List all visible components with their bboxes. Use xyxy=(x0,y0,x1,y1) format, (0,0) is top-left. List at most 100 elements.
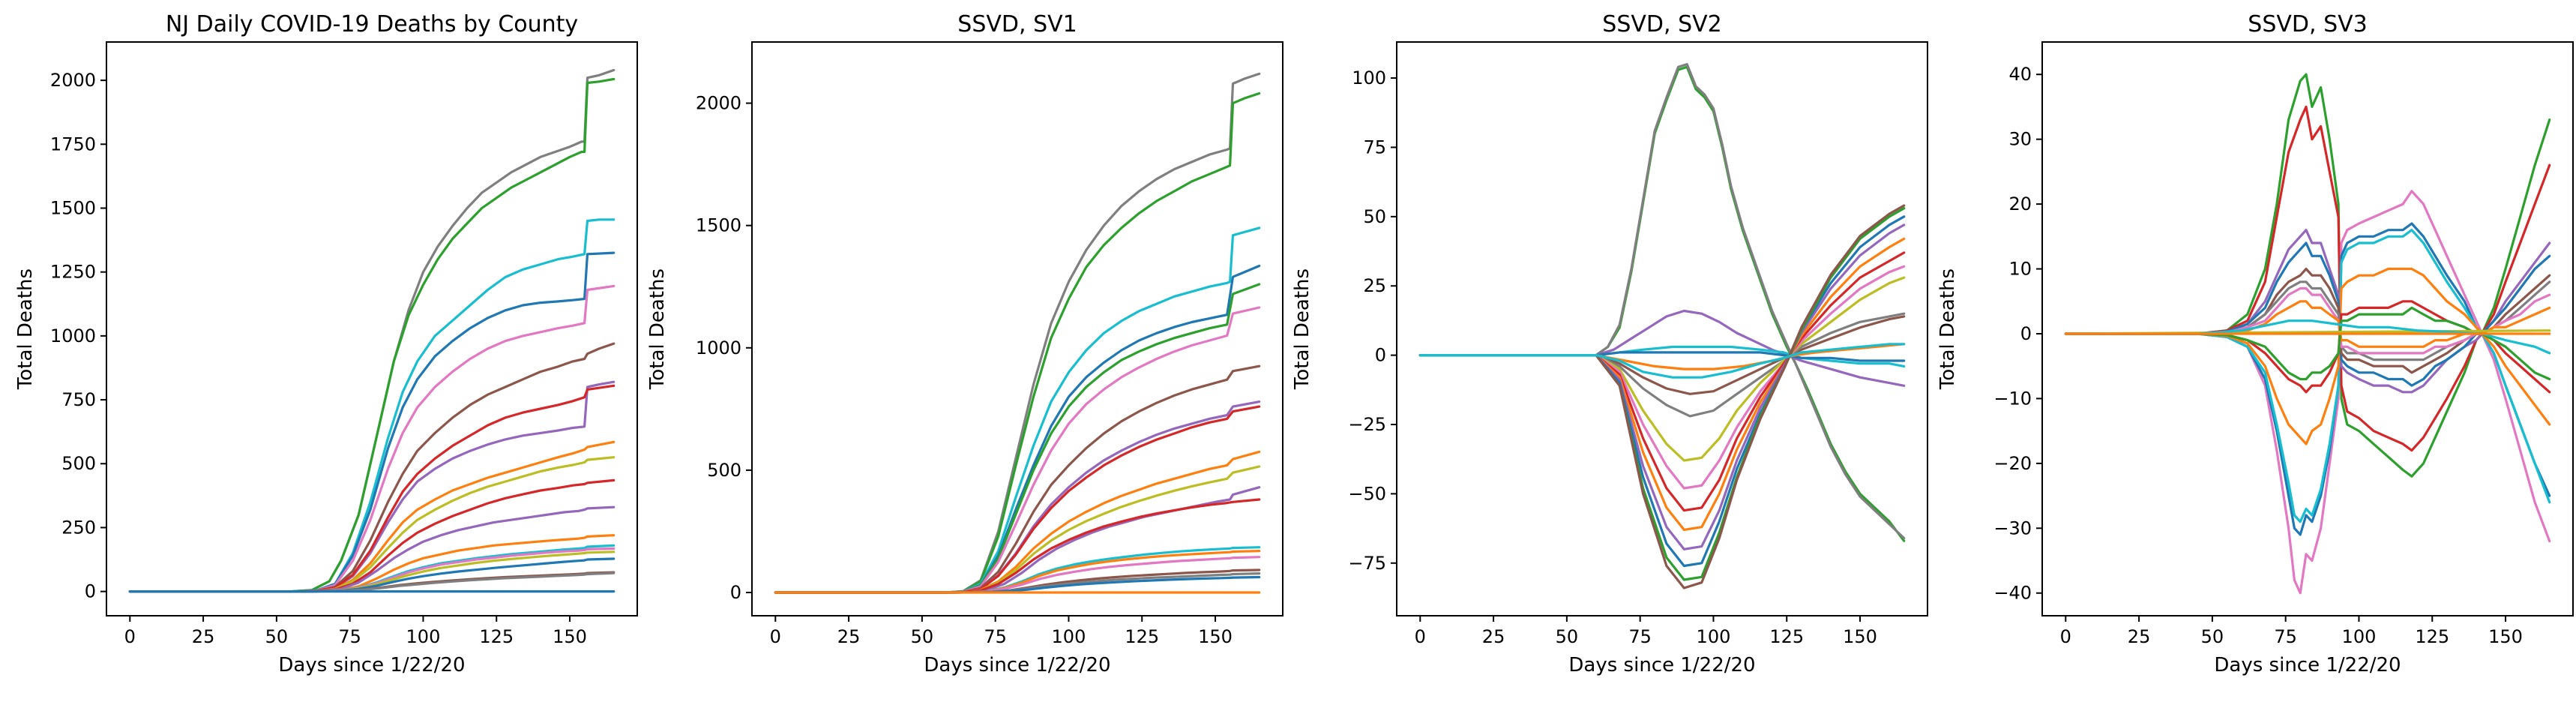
y-tick-label: 1750 xyxy=(50,134,96,154)
series-group xyxy=(774,72,1261,594)
y-tick-label: 1250 xyxy=(50,262,96,283)
x-tick-label: 150 xyxy=(2488,626,2523,647)
x-axis-label: Days since 1/22/20 xyxy=(1568,654,1755,676)
series-line-16 xyxy=(2064,320,2551,355)
x-tick-label: 50 xyxy=(265,626,289,647)
plot-frame xyxy=(106,41,638,616)
x-tick-label: 125 xyxy=(479,626,514,647)
series-line-9 xyxy=(774,405,1261,594)
y-tick-label: 100 xyxy=(1352,68,1386,88)
series-line-7 xyxy=(1418,315,1906,395)
series-line-6 xyxy=(1418,343,1906,370)
series-line-12 xyxy=(128,506,616,593)
x-tick-label: 100 xyxy=(1697,626,1731,647)
y-axis-label: Total Deaths xyxy=(1936,268,1959,390)
series-line-5 xyxy=(774,283,1261,594)
y-tick-label: 750 xyxy=(61,389,96,410)
y-tick-label: 2000 xyxy=(50,70,96,91)
y-tick-label: 250 xyxy=(61,517,96,538)
series-line-6 xyxy=(2064,267,2551,446)
series-line-8 xyxy=(1418,312,1906,418)
y-tick-label: 2000 xyxy=(696,93,741,114)
y-tick-label: 20 xyxy=(2008,194,2032,214)
series-line-2 xyxy=(774,92,1261,594)
y-tick-label: −30 xyxy=(1993,518,2032,538)
y-tick-label: −10 xyxy=(1993,388,2032,409)
series-line-14 xyxy=(1418,215,1906,568)
x-tick-label: 125 xyxy=(2415,626,2449,647)
y-tick-label: 1000 xyxy=(696,338,741,358)
y-tick-label: 500 xyxy=(707,460,741,481)
chart-panel-3: 0 25 50 75 100 125 150 −75 −50 −25 0 25 50 75 100 SSVD,… xyxy=(1291,11,1928,676)
chart-panel-1: 0 25 50 75 100 125 150025050075010001250150017… xyxy=(14,11,638,676)
plot-frame xyxy=(751,41,1284,616)
y-tick-label: −75 xyxy=(1348,553,1386,574)
x-axis-label: Days since 1/22/20 xyxy=(924,654,1110,676)
chart-title: SSVD, SV1 xyxy=(957,11,1077,38)
series-line-1 xyxy=(774,72,1261,594)
x-tick-label: 125 xyxy=(1769,626,1804,647)
series-line-4 xyxy=(128,251,616,593)
series-line-17 xyxy=(1418,343,1906,379)
x-tick-label: 100 xyxy=(406,626,441,647)
series-group xyxy=(128,68,616,593)
y-tick-label: 500 xyxy=(61,453,96,474)
chart-panel-4: 0 25 50 75 100 125 150 −40 −30 −20 −10 0 10 20 30 40 SSV… xyxy=(1936,11,2574,676)
y-axis-label: Total Deaths xyxy=(646,268,669,390)
series-line-11 xyxy=(1418,251,1906,512)
x-tick-label: 75 xyxy=(984,626,1007,647)
series-line-16 xyxy=(1418,204,1906,590)
series-line-9 xyxy=(1418,276,1906,462)
series-line-14 xyxy=(2064,306,2551,381)
x-tick-label: 100 xyxy=(1052,626,1086,647)
y-axis-label: Total Deaths xyxy=(1291,268,1313,390)
x-tick-label: 150 xyxy=(1843,626,1877,647)
series-line-2 xyxy=(2064,105,2551,452)
series-line-7 xyxy=(2064,229,2551,394)
y-tick-label: 1000 xyxy=(50,326,96,346)
x-tick-label: 50 xyxy=(911,626,934,647)
series-line-11 xyxy=(128,478,616,593)
chart-title: SSVD, SV3 xyxy=(2248,11,2367,38)
x-tick-label: 150 xyxy=(1198,626,1233,647)
y-tick-label: 10 xyxy=(2008,259,2032,280)
series-line-2 xyxy=(128,77,616,593)
x-tick-label: 0 xyxy=(770,626,781,647)
x-tick-label: 25 xyxy=(192,626,215,647)
y-tick-label: 1500 xyxy=(696,215,741,236)
y-tick-label: 40 xyxy=(2008,64,2032,85)
series-group xyxy=(2064,73,2551,595)
y-tick-label: −40 xyxy=(1993,583,2032,604)
series-line-3 xyxy=(774,226,1261,594)
series-line-12 xyxy=(1418,237,1906,531)
series-line-2 xyxy=(1418,63,1906,540)
x-tick-label: 100 xyxy=(2342,626,2377,647)
series-line-6 xyxy=(774,306,1261,594)
x-axis-label: Days since 1/22/20 xyxy=(278,654,465,676)
x-tick-label: 0 xyxy=(124,626,136,647)
y-tick-label: 0 xyxy=(1375,345,1386,366)
chart-title: NJ Daily COVID-19 Deaths by County xyxy=(166,11,578,38)
x-axis-label: Days since 1/22/20 xyxy=(2214,654,2401,676)
series-line-12 xyxy=(774,486,1261,594)
plot-frame xyxy=(2041,41,2574,616)
x-tick-label: 50 xyxy=(2201,626,2224,647)
y-tick-label: 0 xyxy=(85,581,96,602)
y-tick-label: 50 xyxy=(1363,206,1386,227)
series-line-8 xyxy=(128,384,616,593)
x-tick-label: 25 xyxy=(837,626,861,647)
series-line-1 xyxy=(2064,73,2551,478)
series-line-13 xyxy=(1418,224,1906,550)
y-tick-label: 30 xyxy=(2008,129,2032,150)
y-tick-label: −25 xyxy=(1348,414,1386,435)
x-tick-label: 150 xyxy=(553,626,587,647)
series-line-13 xyxy=(774,498,1261,594)
series-line-5 xyxy=(128,284,616,593)
x-tick-label: 75 xyxy=(1628,626,1652,647)
series-group xyxy=(1418,63,1906,590)
series-line-5 xyxy=(1418,351,1906,362)
series-line-10 xyxy=(1418,265,1906,490)
x-tick-label: 50 xyxy=(1556,626,1579,647)
